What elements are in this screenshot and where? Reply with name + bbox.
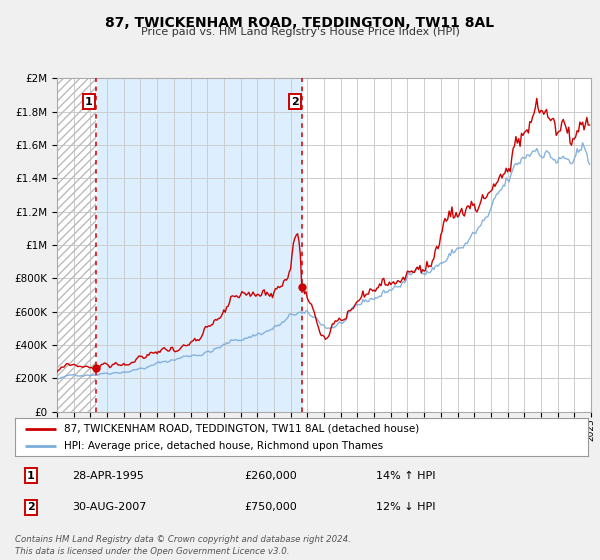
Text: 87, TWICKENHAM ROAD, TEDDINGTON, TW11 8AL: 87, TWICKENHAM ROAD, TEDDINGTON, TW11 8A… [106,16,494,30]
Text: 14% ↑ HPI: 14% ↑ HPI [376,471,436,481]
Text: Contains HM Land Registry data © Crown copyright and database right 2024.: Contains HM Land Registry data © Crown c… [15,535,351,544]
Text: 1: 1 [27,471,35,481]
Text: 12% ↓ HPI: 12% ↓ HPI [376,502,436,512]
Text: 1: 1 [85,97,93,107]
Text: 2: 2 [27,502,35,512]
Text: £750,000: £750,000 [244,502,297,512]
Text: 87, TWICKENHAM ROAD, TEDDINGTON, TW11 8AL (detached house): 87, TWICKENHAM ROAD, TEDDINGTON, TW11 8A… [64,423,419,433]
Text: 28-APR-1995: 28-APR-1995 [73,471,144,481]
Text: Price paid vs. HM Land Registry's House Price Index (HPI): Price paid vs. HM Land Registry's House … [140,27,460,38]
Bar [57,78,96,412]
Text: 2: 2 [291,97,299,107]
Bar [96,78,302,412]
Text: £260,000: £260,000 [244,471,297,481]
Text: HPI: Average price, detached house, Richmond upon Thames: HPI: Average price, detached house, Rich… [64,441,383,451]
Text: This data is licensed under the Open Government Licence v3.0.: This data is licensed under the Open Gov… [15,547,290,556]
Text: 30-AUG-2007: 30-AUG-2007 [73,502,146,512]
Bar [57,78,96,412]
